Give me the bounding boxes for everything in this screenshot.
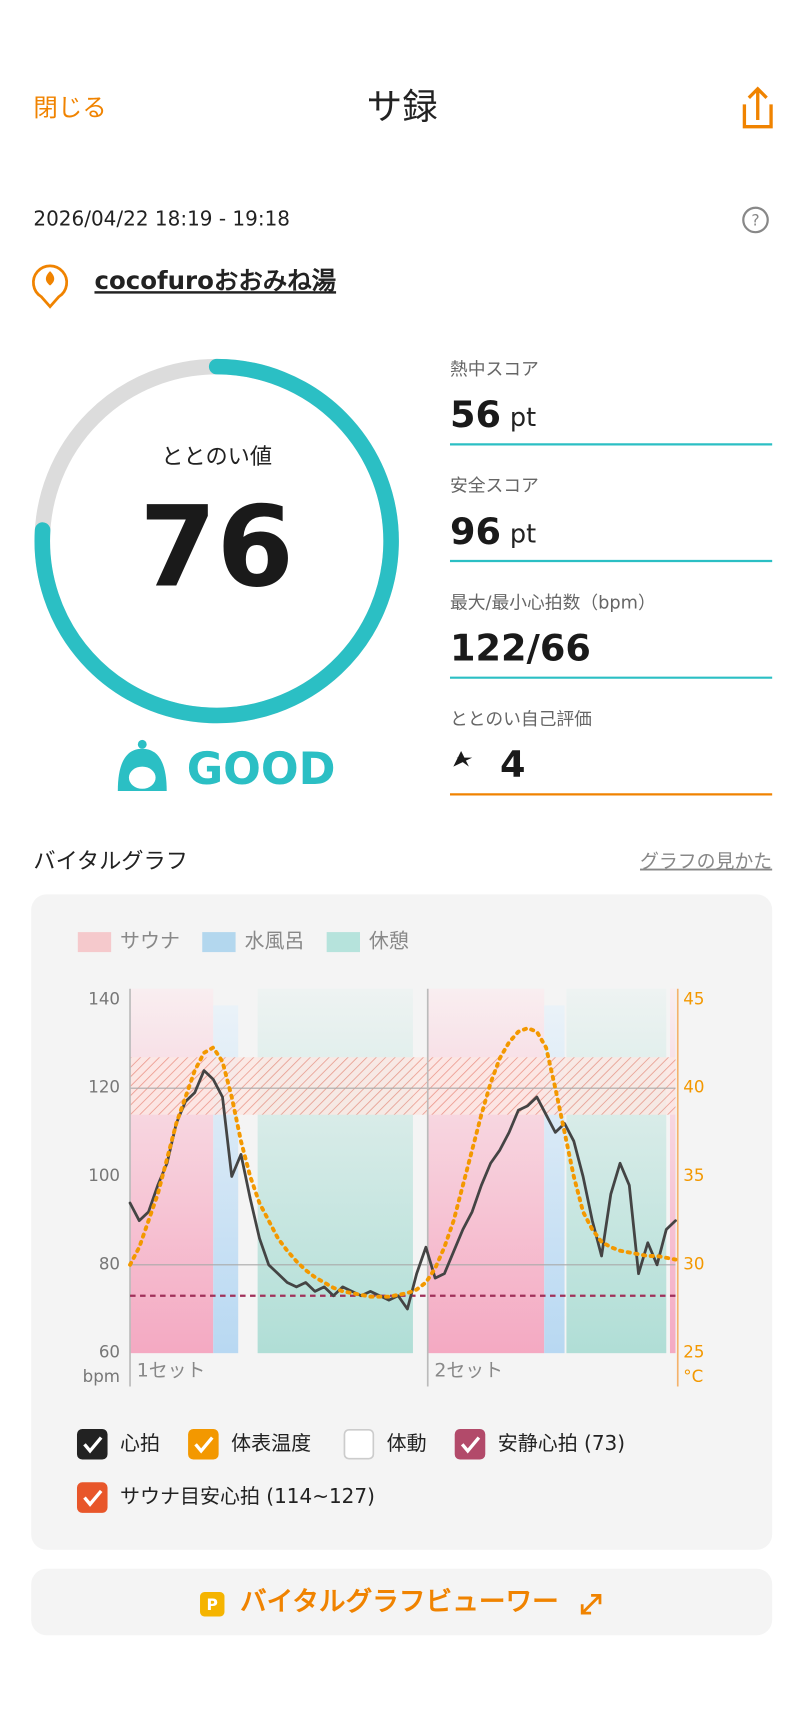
phase-band	[669, 988, 676, 1354]
legend-label: 水風呂	[244, 929, 304, 953]
metric-label: 最大/最小心拍数（bpm）	[450, 592, 656, 613]
y2-unit: °C	[683, 1367, 703, 1386]
y2-tick-label: 40	[683, 1078, 704, 1097]
toggle-label: 心拍	[120, 1431, 160, 1455]
share-button[interactable]	[742, 86, 773, 129]
page-title: サ録	[367, 87, 438, 128]
y-tick-label: 100	[88, 1166, 120, 1185]
points-icon	[200, 1592, 225, 1617]
score-rating: GOOD	[187, 744, 336, 795]
check-mark	[194, 1436, 214, 1454]
svg-text:?: ?	[751, 212, 759, 230]
metric-label: 安全スコア	[450, 476, 539, 497]
y2-tick-label: 25	[683, 1343, 704, 1362]
section-title: バイタルグラフ	[33, 849, 188, 875]
toggle-checkbox[interactable]	[188, 1428, 219, 1460]
metric-unit: pt	[510, 519, 536, 549]
y2-tick-label: 30	[683, 1254, 704, 1273]
star-icon	[453, 751, 473, 767]
score-value: 76	[139, 484, 294, 613]
viewer-button[interactable]: バイタルグラフビューワー	[240, 1587, 559, 1618]
viewer-card[interactable]	[31, 1568, 773, 1636]
toggle-label: 安静心拍 (73)	[498, 1431, 625, 1455]
bottom-blank	[0, 1635, 800, 1732]
score-label: ととのい値	[161, 444, 272, 470]
phase-band	[130, 988, 214, 1354]
check-mark	[460, 1436, 481, 1454]
toggle-label: 体動	[387, 1431, 427, 1455]
good-icon	[117, 739, 167, 792]
metric-label: ととのい自己評価	[450, 709, 592, 730]
metric-unit: pt	[510, 403, 536, 433]
graph-help-link[interactable]: グラフの見かた	[640, 851, 772, 873]
legend-swatch	[77, 932, 112, 953]
help-button[interactable]: ?	[742, 206, 769, 234]
toggle-label: 体表温度	[231, 1431, 311, 1455]
check-mark	[83, 1436, 103, 1454]
series-line	[128, 1069, 677, 1311]
legend-label: 休憩	[369, 929, 409, 953]
toggle-checkbox[interactable]	[76, 1428, 108, 1460]
metric-value: 4	[500, 743, 526, 786]
y-tick-label: 60	[99, 1343, 120, 1362]
y-tick-label: 120	[88, 1078, 120, 1097]
target-band	[130, 1057, 676, 1115]
points-icon-text: P	[207, 1596, 218, 1614]
y2-tick-label: 35	[683, 1166, 704, 1185]
set-label: 2セット	[434, 1359, 503, 1381]
metric-value: 96	[450, 510, 501, 553]
check-mark	[83, 1489, 103, 1507]
set-label: 1セット	[137, 1359, 206, 1381]
legend-swatch	[202, 932, 236, 953]
metric-value: 122/66	[450, 626, 591, 669]
y2-tick-label: 45	[683, 989, 704, 1008]
session-datetime: 2026/04/22 18:19 - 19:18	[33, 206, 290, 230]
toggle-checkbox[interactable]	[76, 1482, 108, 1513]
y-tick-label: 140	[88, 989, 120, 1008]
place-icon	[31, 264, 69, 309]
series-line	[128, 1026, 678, 1299]
expand-icon	[580, 1593, 602, 1615]
score-ring	[34, 358, 399, 724]
place-link[interactable]: cocofuroおおみね湯	[94, 266, 336, 295]
legend-label: サウナ	[120, 929, 180, 953]
y-unit: bpm	[83, 1367, 120, 1386]
metric-label: 熱中スコア	[450, 359, 539, 380]
close-button[interactable]: 閉じる	[33, 93, 106, 122]
legend-swatch	[326, 932, 361, 953]
toggle-checkbox[interactable]	[454, 1428, 486, 1460]
toggle-checkbox[interactable]	[343, 1428, 375, 1460]
toggle-label: サウナ目安心拍 (114~127)	[120, 1484, 375, 1508]
y-tick-label: 80	[99, 1254, 120, 1273]
metric-value: 56	[450, 393, 501, 436]
